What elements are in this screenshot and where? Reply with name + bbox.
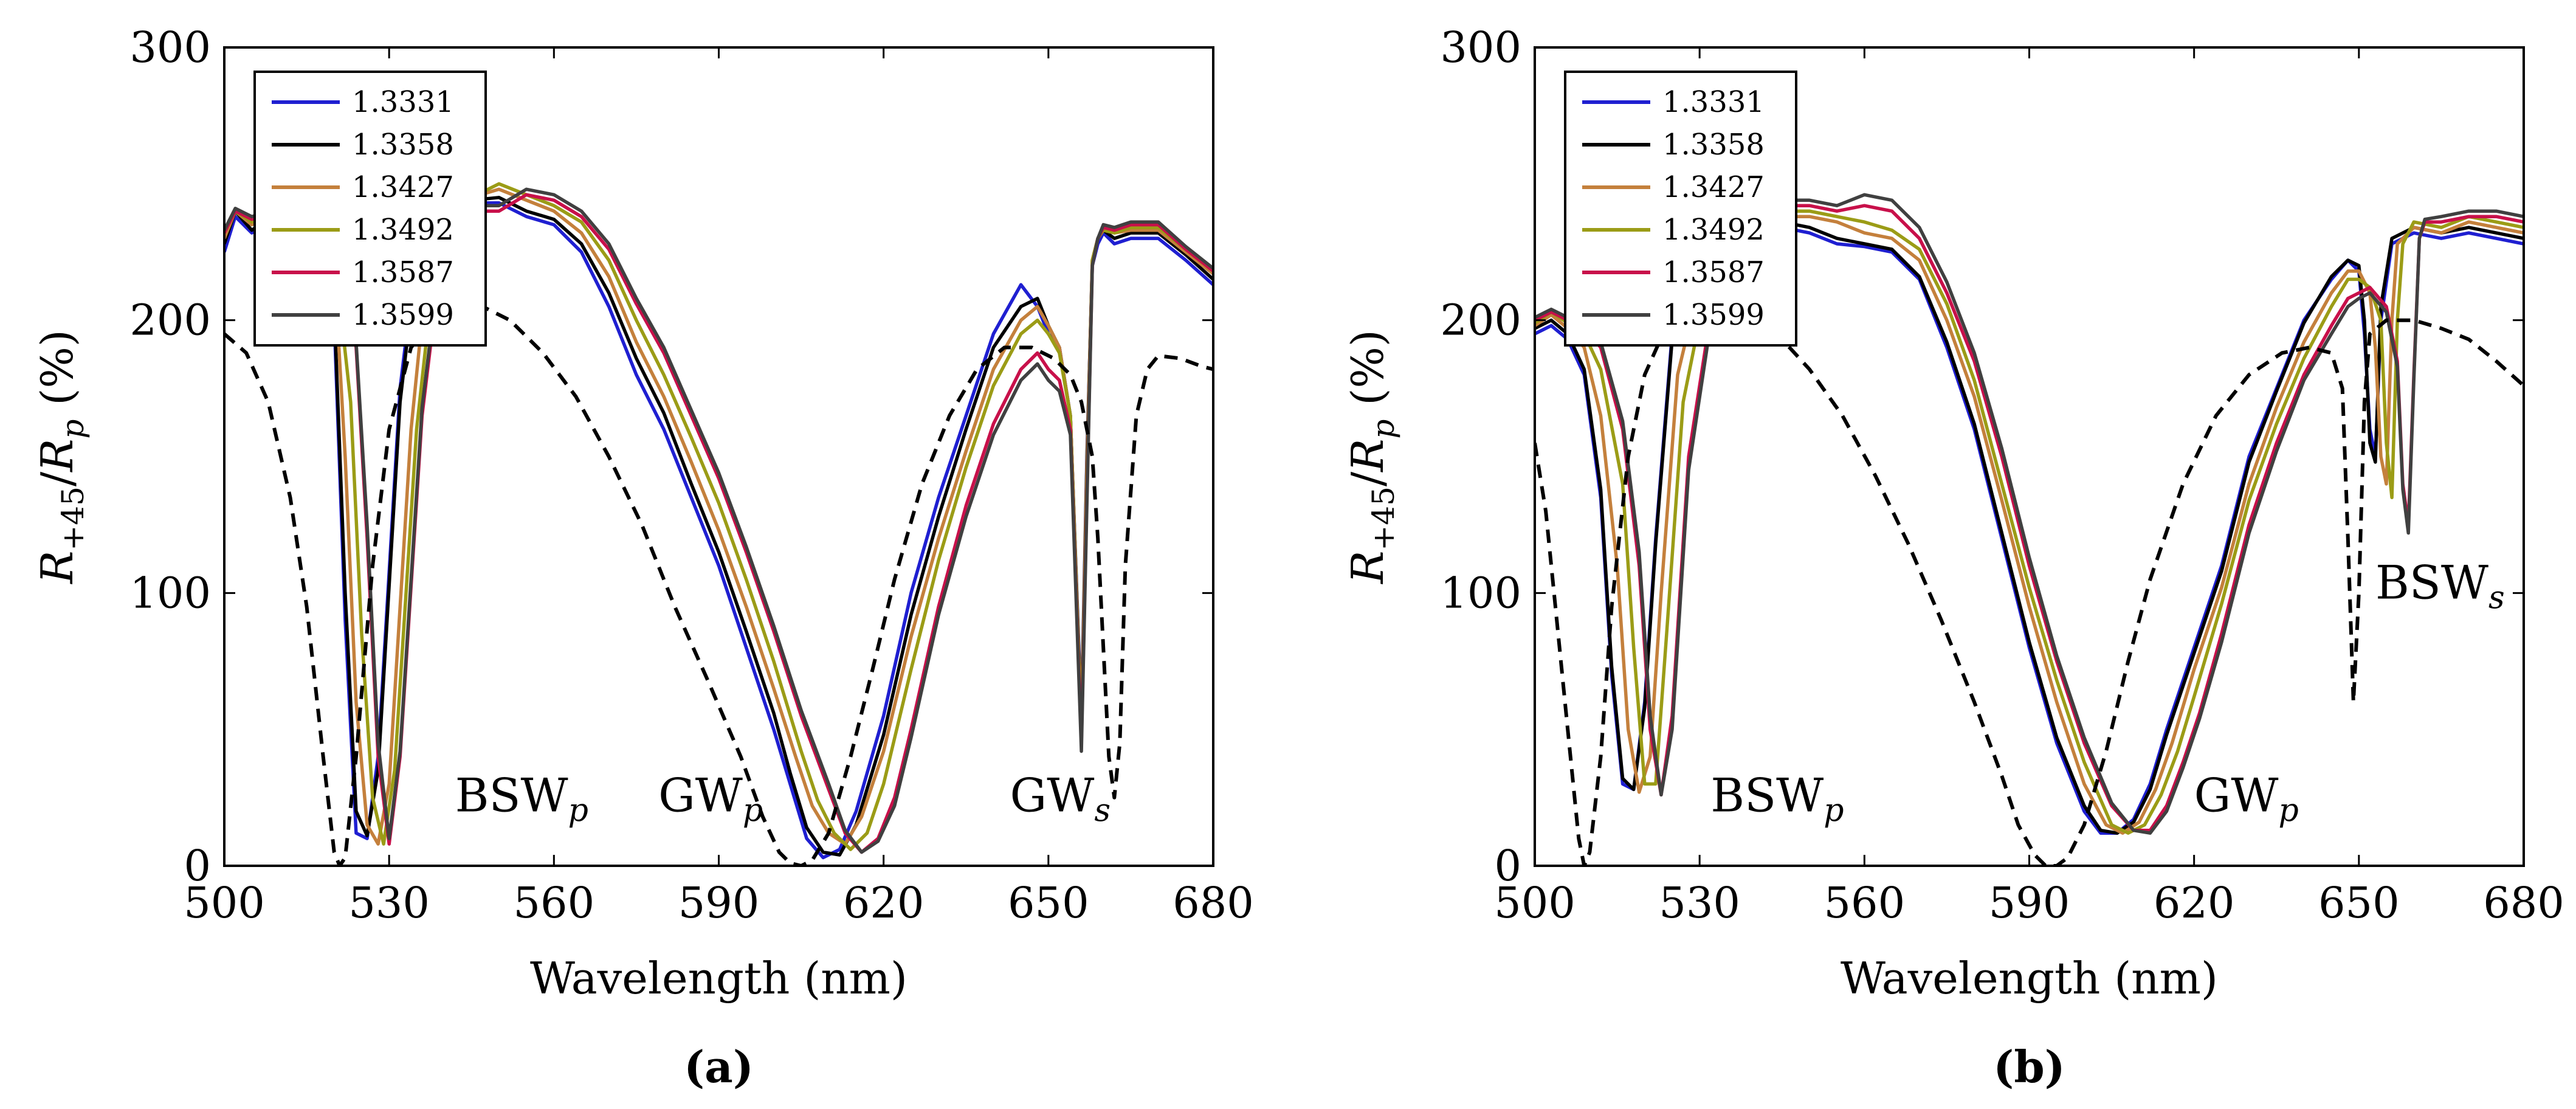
legend-entry: 1.3331 [1662,85,1765,119]
series-line-1.3358 [1535,220,2524,835]
legend-entry: 1.3358 [352,128,454,162]
y-tick-label: 300 [1440,22,1521,72]
x-tick-label: 620 [2154,878,2235,928]
series-line-reference-dashed [1535,305,2524,866]
x-tick-label: 590 [678,878,760,928]
x-tick-label: 590 [1989,878,2070,928]
annotation-bsw-p: BSWp [1710,768,1844,829]
chart-panel-b: 500 530 560 590 620 650 680 0 100 200 300 Wavelengt… [1342,22,2564,1093]
y-tick-label: 100 [1440,568,1521,618]
annotation-gw-p: GWp [2194,768,2299,829]
x-tick-label: 620 [843,878,925,928]
y-axis-label: R+45/Rp (%) [1342,330,1401,585]
legend-entry: 1.3358 [1662,128,1765,162]
series-group [224,182,1213,866]
series-line-1.3599 [1535,193,2524,835]
panel-label: (a) [684,1041,754,1093]
y-tick-label: 0 [1494,841,1521,891]
legend-entry: 1.3427 [352,170,454,204]
y-tick-label: 200 [1440,295,1521,345]
annotation-bsw-p: BSWp [455,768,588,829]
x-tick-label: 680 [2483,878,2564,928]
y-tick-label: 0 [184,841,211,891]
legend-entry: 1.3599 [1662,298,1765,332]
x-tick-label: 650 [1008,878,1089,928]
legend-entry: 1.3492 [352,213,454,247]
y-tick-label: 300 [129,22,211,72]
x-axis-label: Wavelength (nm) [530,953,907,1004]
annotation-gw-s: GWs [1010,768,1111,829]
legend-entry: 1.3427 [1662,170,1765,204]
x-tick-label: 560 [514,878,595,928]
x-tick-label: 560 [1824,878,1906,928]
x-tick-label: 650 [2318,878,2400,928]
annotation-gw-p: GWp [658,768,763,829]
legend-entry: 1.3492 [1662,213,1765,247]
x-axis-label: Wavelength (nm) [1841,953,2218,1004]
legend-entry: 1.3331 [352,85,454,119]
y-tick-label: 200 [129,295,211,345]
legend-entry: 1.3587 [1662,255,1765,289]
y-axis-label: R+45/Rp (%) [32,330,91,585]
panel-label: (b) [1993,1041,2065,1093]
legend: 1.3331 1.3358 1.3427 1.3492 1.3587 1.3599 [253,71,487,347]
x-tick-label: 500 [1494,878,1576,928]
series-line-reference-dashed [224,305,1213,866]
x-tick-label: 500 [184,878,265,928]
series-line-1.3599 [224,187,1213,854]
annotation-bsw-s: BSWs [2375,555,2505,616]
series-group [1535,193,2524,866]
x-tick-label: 530 [1659,878,1740,928]
legend: 1.3331 1.3358 1.3427 1.3492 1.3587 1.3599 [1564,71,1797,347]
legend-entry: 1.3599 [352,298,454,332]
y-tick-label: 100 [129,568,211,618]
x-tick-label: 530 [348,878,430,928]
legend-box [1564,71,1797,347]
x-tick-label: 680 [1173,878,1254,928]
legend-entry: 1.3587 [352,255,454,289]
chart-panel-a: 500 530 560 590 620 650 680 0 100 200 300 Wavelengt… [32,22,1254,1093]
legend-box [253,71,487,347]
